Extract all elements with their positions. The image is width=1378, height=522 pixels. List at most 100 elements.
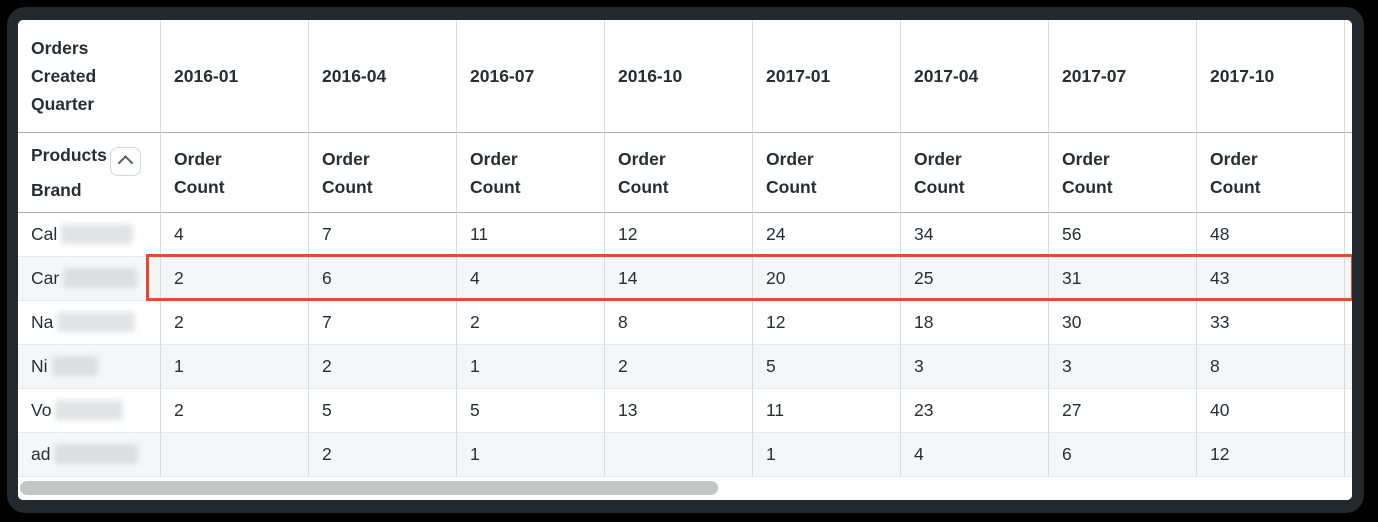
cell-value: 8 [618,312,628,332]
cell-value: 1 [470,356,480,376]
table-cell[interactable]: 40 [1197,389,1345,433]
table-cell[interactable]: 2 [457,301,605,345]
table-cell[interactable]: 25 [901,257,1049,301]
table-cell[interactable]: 4 [457,257,605,301]
cell-value: 2 [174,312,184,332]
cell-value: 2 [618,356,628,376]
table-cell[interactable]: 56 [1049,213,1197,257]
brand-label: Cal [31,224,58,244]
column-header-quarter[interactable]: 2017-01 [753,20,901,133]
chevron-up-icon [117,155,134,171]
cell-value: 12 [1210,444,1230,464]
quarter-label: 2017-01 [766,65,831,86]
row-dimension-label-line2: Brand [31,180,82,200]
clipped-cell [1345,213,1352,257]
table-cell[interactable]: 2 [309,433,457,477]
table-cell[interactable]: 4 [161,213,309,257]
cell-value: 56 [1062,224,1082,244]
column-header-measure[interactable]: Order Count [457,133,605,213]
table-cell[interactable]: 12 [753,301,901,345]
table-cell[interactable]: 43 [1197,257,1345,301]
table-cell[interactable]: 27 [1049,389,1197,433]
table-cell[interactable]: 5 [309,389,457,433]
table-cell[interactable]: 7 [309,213,457,257]
cell-value: 40 [1210,400,1230,420]
corner-header-label: Orders Created Quarter [31,38,97,114]
measure-label: Order Count [174,148,225,197]
column-header-measure[interactable]: Order Count [309,133,457,213]
table-cell[interactable]: 23 [901,389,1049,433]
table-cell[interactable]: 18 [901,301,1049,345]
row-label-cell[interactable]: Vo [18,389,161,433]
row-label-cell[interactable]: Na [18,301,161,345]
row-label-cell[interactable]: Car [18,257,161,301]
column-header-quarter[interactable]: 2017-10 [1197,20,1345,133]
column-header-measure[interactable]: Order Count [753,133,901,213]
table-cell[interactable]: 13 [605,389,753,433]
cell-value: 18 [914,312,934,332]
table-cell[interactable]: 7 [309,301,457,345]
table-cell[interactable]: 5 [457,389,605,433]
table-cell[interactable]: 2 [161,389,309,433]
table-cell[interactable]: 2 [161,301,309,345]
column-header-measure[interactable]: Order Count [161,133,309,213]
table-cell[interactable]: 34 [901,213,1049,257]
column-header-quarter[interactable]: 2016-10 [605,20,753,133]
column-header-measure[interactable]: Order Count [1049,133,1197,213]
corner-header-cell: Orders Created Quarter [18,20,161,133]
table-cell[interactable]: 2 [309,345,457,389]
column-header-measure[interactable]: Order Count [1197,133,1345,213]
table-cell[interactable]: 1 [457,345,605,389]
column-header-quarter[interactable]: 2017-07 [1049,20,1197,133]
cell-value: 7 [322,224,332,244]
row-label-cell[interactable]: ad [18,433,161,477]
cell-value: 12 [766,312,786,332]
column-header-measure[interactable]: Order Count [605,133,753,213]
column-header-quarter[interactable]: 2016-01 [161,20,309,133]
table-cell[interactable]: 30 [1049,301,1197,345]
table-cell[interactable]: 5 [753,345,901,389]
table-cell[interactable]: 2 [161,257,309,301]
sort-button[interactable] [109,147,141,176]
table-cell[interactable]: 11 [457,213,605,257]
horizontal-scrollbar-thumb[interactable] [20,481,718,495]
table-cell[interactable]: 12 [1197,433,1345,477]
cell-value: 48 [1210,224,1230,244]
table-cell[interactable]: 11 [753,389,901,433]
row-label-cell[interactable]: Cal [18,213,161,257]
column-header-quarter[interactable]: 2016-04 [309,20,457,133]
redacted-text-blur [61,224,134,244]
table-cell[interactable]: 1 [161,345,309,389]
table-cell[interactable]: 33 [1197,301,1345,345]
table-cell[interactable]: 3 [1049,345,1197,389]
row-label-cell[interactable]: Ni [18,345,161,389]
table-cell[interactable]: 1 [457,433,605,477]
table-cell[interactable]: 8 [1197,345,1345,389]
table-cell[interactable]: 1 [753,433,901,477]
table-cell[interactable]: 3 [901,345,1049,389]
table-cell[interactable]: 31 [1049,257,1197,301]
table-cell[interactable]: 12 [605,213,753,257]
table-cell[interactable]: 8 [605,301,753,345]
horizontal-scrollbar-track[interactable] [18,477,1352,500]
cell-value: 2 [174,400,184,420]
table-cell[interactable]: 24 [753,213,901,257]
table-cell[interactable] [161,433,309,477]
table-cell[interactable] [605,433,753,477]
column-header-quarter[interactable]: 2017-04 [901,20,1049,133]
table-cell[interactable]: 4 [901,433,1049,477]
quarter-label: 2016-10 [618,65,683,86]
table-cell[interactable]: 14 [605,257,753,301]
data-table-panel: Orders Created Quarter 2016-01 2016-04 201… [18,20,1352,500]
column-header-quarter[interactable]: 2016-07 [457,20,605,133]
table-cell[interactable]: 6 [309,257,457,301]
table-cell[interactable]: 6 [1049,433,1197,477]
table-cell[interactable]: 20 [753,257,901,301]
cell-value: 13 [618,400,638,420]
table-cell[interactable]: 2 [605,345,753,389]
column-header-measure[interactable]: Order Count [901,133,1049,213]
table-row: Vo 2 5 5 13 11 23 27 40 [18,389,1352,433]
cell-value: 31 [1062,268,1082,288]
table-cell[interactable]: 48 [1197,213,1345,257]
cell-value: 5 [470,400,480,420]
